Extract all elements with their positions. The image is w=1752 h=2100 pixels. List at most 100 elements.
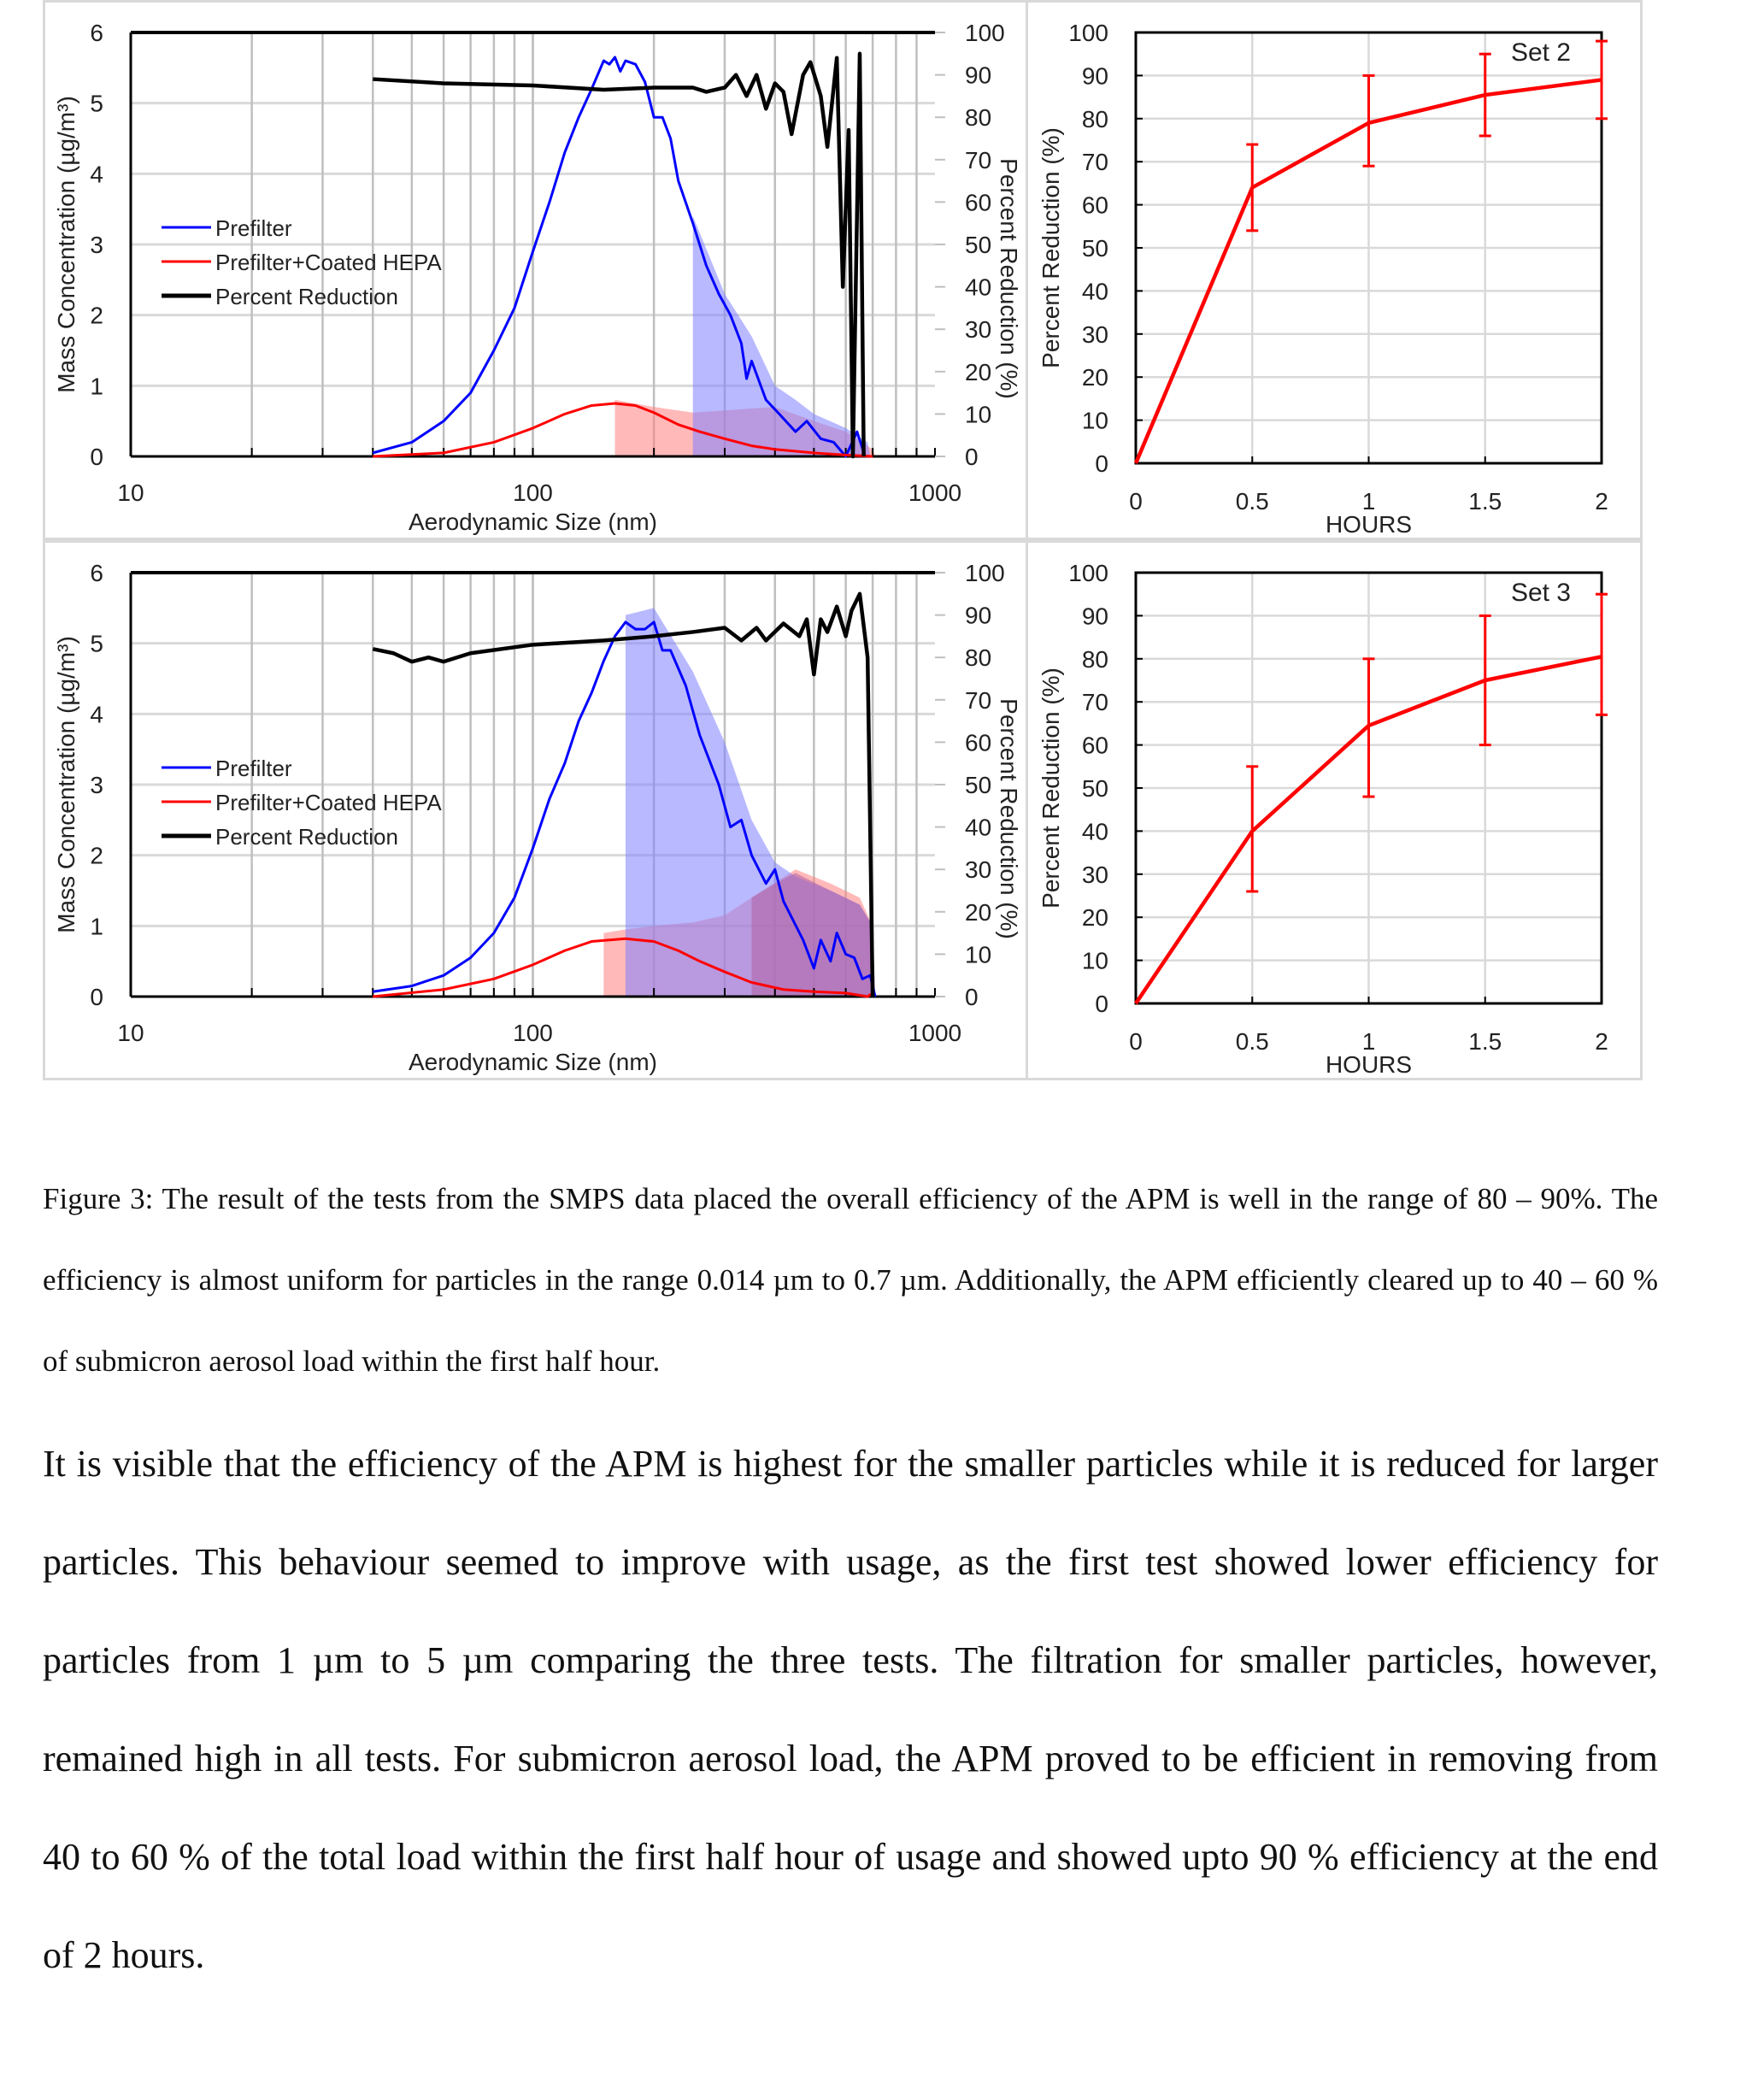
y-axis-title: Percent Reduction (%): [1038, 668, 1064, 909]
series-line-percent-reduction: [373, 51, 866, 459]
y2-tick-label: 90: [965, 603, 991, 629]
y-tick-label: 10: [1082, 948, 1108, 974]
set-annotation: Set 2: [1511, 38, 1571, 67]
y-tick-label: 70: [1082, 689, 1108, 715]
series-line-prefilter-coated-hepa: [373, 937, 873, 998]
y-tick-label: 80: [1082, 646, 1108, 673]
y2-tick-label: 90: [965, 62, 991, 89]
y-tick-label: 2: [90, 843, 103, 869]
y2-tick-label: 80: [965, 104, 991, 131]
y-tick-label: 3: [90, 772, 103, 798]
y2-axis-title: Percent Reduction (%): [996, 158, 1022, 399]
legend-label: Prefilter+Coated HEPA: [215, 250, 442, 275]
size-distribution-chart-2: 0 1 2 3 4 5 6 0 10 20 30 40 50 60 70 80 90 100 10 100 1000 Ae…: [43, 540, 1028, 1080]
y-tick-label: 2: [90, 303, 103, 329]
y2-tick-label: 40: [965, 815, 991, 841]
y2-tick-label: 0: [965, 444, 979, 470]
y-tick-label: 1: [90, 373, 103, 399]
y-tick-label: 90: [1082, 62, 1108, 89]
x-tick-label: 2: [1595, 1028, 1608, 1055]
y-tick-label: 0: [90, 984, 103, 1010]
x-tick-label: 2: [1595, 488, 1608, 515]
y-tick-label: 4: [90, 701, 103, 727]
y-tick-label: 0: [1095, 450, 1108, 477]
legend-label: Prefilter: [215, 215, 292, 241]
y-tick-label: 50: [1082, 235, 1108, 262]
legend-label: Percent Reduction: [215, 284, 398, 309]
y-tick-label: 100: [1068, 560, 1108, 586]
series-line-prefilter-coated-hepa: [373, 402, 873, 458]
x-axis-title: HOURS: [1326, 1051, 1412, 1078]
y-tick-label: 60: [1082, 732, 1108, 759]
x-tick-label: 1.5: [1468, 488, 1502, 515]
y2-tick-label: 60: [965, 729, 991, 756]
uncertainty-band: [751, 873, 876, 997]
series-line-percent-reduction: [372, 591, 875, 997]
y2-tick-label: 0: [965, 984, 979, 1010]
x-axis-title: HOURS: [1326, 511, 1412, 538]
y-tick-label: 1: [90, 913, 103, 939]
y2-tick-label: 60: [965, 189, 991, 215]
reduction-chart-set-2: 0 10 20 30 40 50 60 70 80 90 100 0 0.5 1 1.5 2 HOURS Perc…: [1026, 0, 1643, 540]
y2-tick-label: 70: [965, 147, 991, 174]
x-tick-label: 10: [117, 479, 144, 506]
y2-tick-label: 20: [965, 899, 991, 926]
y-tick-label: 40: [1082, 818, 1108, 844]
x-tick-label: 0: [1129, 1028, 1143, 1055]
y2-tick-label: 10: [965, 941, 991, 968]
reduction-chart-set-2-svg: 0 10 20 30 40 50 60 70 80 90 100 0 0.5 1 1.5 2 HOURS Perc…: [1038, 20, 1608, 538]
reduction-chart-set-3: 0 10 20 30 40 50 60 70 80 90 100 0 0.5 1 1.5 2 HOURS Perc…: [1026, 540, 1643, 1080]
figure-caption: Figure 3: The result of the tests from t…: [43, 1182, 1658, 1378]
y-tick-label: 10: [1082, 408, 1108, 434]
x-axis-title: Aerodynamic Size (nm): [409, 1049, 657, 1075]
y-tick-label: 4: [90, 161, 103, 187]
reduction-chart-set-3-svg: 0 10 20 30 40 50 60 70 80 90 100 0 0.5 1 1.5 2 HOURS Perc…: [1038, 560, 1608, 1078]
y2-axis-title: Percent Reduction (%): [996, 698, 1022, 939]
x-tick-label: 1000: [908, 1020, 961, 1046]
x-tick-label: 10: [117, 1020, 144, 1046]
x-tick-label: 100: [513, 1020, 553, 1046]
x-tick-label: 1: [1362, 1028, 1376, 1055]
legend-label: Percent Reduction: [215, 824, 398, 850]
x-axis-title: Aerodynamic Size (nm): [409, 509, 657, 535]
size-distribution-chart-1: 0 1 2 3 4 5 6 0 10 20 30 40 50 60 70 80 90 100 10 100 1000 Ae…: [43, 0, 1028, 540]
legend-label: Prefilter: [215, 756, 292, 781]
plot-frame: [1134, 571, 1603, 1005]
y-tick-label: 50: [1082, 775, 1108, 802]
y-tick-label: 80: [1082, 106, 1108, 132]
x-tick-label: 1: [1362, 488, 1376, 515]
uncertainty-band: [692, 215, 871, 456]
y-tick-label: 30: [1082, 321, 1108, 348]
y-tick-label: 60: [1082, 192, 1108, 219]
legend-label: Prefilter+Coated HEPA: [215, 790, 442, 815]
y-axis-title: Mass Concentration (µg/m³): [53, 96, 79, 393]
y-tick-label: 20: [1082, 364, 1108, 391]
y-axis-title: Mass Concentration (µg/m³): [53, 636, 79, 933]
y2-tick-label: 20: [965, 359, 991, 385]
y2-tick-label: 50: [965, 772, 991, 798]
y-tick-label: 30: [1082, 862, 1108, 888]
plot-frame: [1134, 31, 1603, 465]
y2-tick-label: 100: [965, 560, 1005, 586]
y-axis-title: Percent Reduction (%): [1038, 127, 1064, 368]
y-tick-label: 5: [90, 631, 103, 657]
y-tick-label: 0: [1095, 991, 1108, 1017]
x-tick-label: 1000: [908, 479, 961, 506]
y2-tick-label: 80: [965, 644, 991, 671]
y2-tick-label: 40: [965, 274, 991, 301]
set-annotation: Set 3: [1511, 579, 1571, 607]
y-tick-label: 40: [1082, 278, 1108, 304]
y-tick-label: 6: [90, 560, 103, 586]
body-paragraph: It is visible that the efficiency of the…: [43, 1443, 1658, 1976]
y2-tick-label: 50: [965, 232, 991, 258]
y-tick-label: 3: [90, 232, 103, 258]
x-tick-label: 0.5: [1236, 1028, 1269, 1055]
series-line-prefilter: [372, 56, 867, 458]
y-tick-label: 20: [1082, 904, 1108, 931]
y-tick-label: 70: [1082, 149, 1108, 175]
y2-tick-label: 30: [965, 316, 991, 343]
y-tick-label: 100: [1068, 20, 1108, 46]
x-tick-label: 1.5: [1468, 1028, 1502, 1055]
